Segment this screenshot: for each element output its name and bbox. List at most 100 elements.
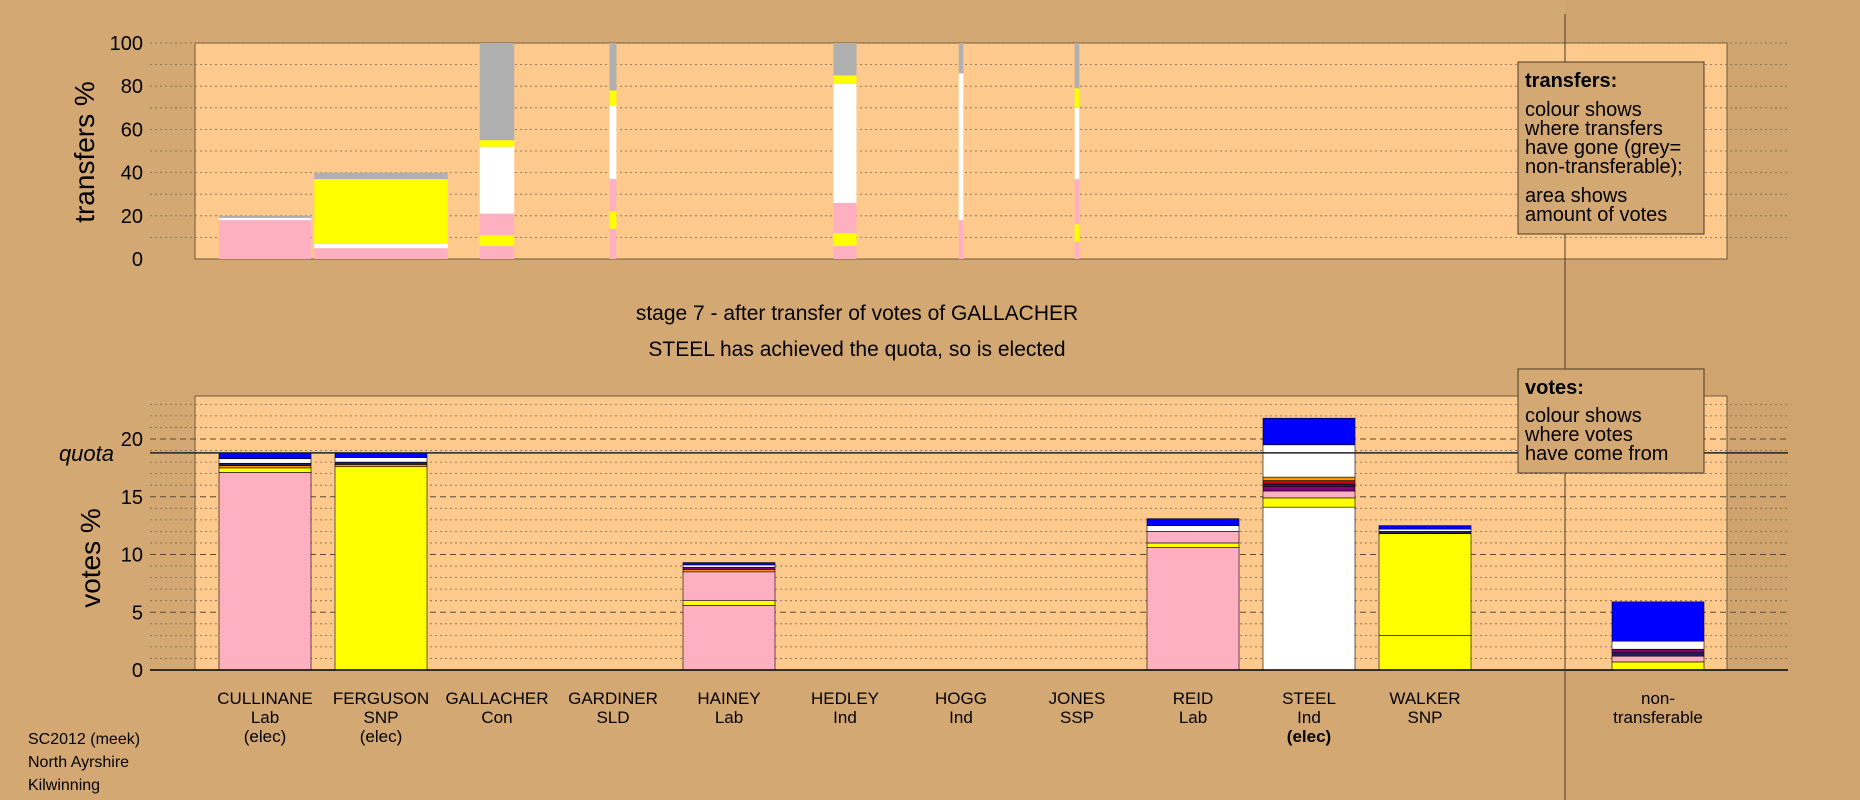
transfers-y-tick-label: 0 xyxy=(132,249,143,271)
vote-segment xyxy=(1611,661,1705,671)
transfer-segment xyxy=(219,215,311,218)
vote-segment xyxy=(1146,547,1240,671)
transfer-segment xyxy=(479,235,515,247)
transfer-segment xyxy=(1074,224,1080,242)
vote-segment xyxy=(682,566,776,570)
transfers-legend-line: amount of votes xyxy=(1525,204,1667,226)
elected-subtitle: STEEL has achieved the quota, so is elec… xyxy=(648,338,1065,361)
candidate-party: Ind xyxy=(833,708,857,727)
transfer-segment xyxy=(609,105,617,180)
vote-segment xyxy=(218,458,312,464)
candidate-party: Con xyxy=(481,708,512,727)
transfers-legend-line: colour shows xyxy=(1525,99,1642,121)
transfers-y-tick-label: 60 xyxy=(121,119,143,141)
transfers-y-ticks: 0 20 40 60 80 100 xyxy=(110,33,143,271)
candidate-party: SNP xyxy=(364,708,399,727)
transfer-segment xyxy=(609,179,617,212)
transfer-segment xyxy=(833,202,857,234)
quota-label: quota xyxy=(59,441,114,466)
candidate-party: transferable xyxy=(1613,708,1703,727)
footer-line-method: SC2012 (meek) xyxy=(28,731,140,748)
vote-segment xyxy=(1611,601,1705,642)
transfers-legend-line: have gone (grey= xyxy=(1525,137,1681,159)
candidate-status: (elec) xyxy=(244,727,287,746)
transfer-segment xyxy=(314,248,448,259)
votes-legend-box xyxy=(1517,368,1705,474)
transfer-segment xyxy=(1074,107,1080,180)
transfer-segment xyxy=(1074,88,1080,108)
candidate-labels: CULLINANELab(elec)FERGUSONSNP(elec)GALLA… xyxy=(217,689,1703,746)
transfers-y-tick-label: 20 xyxy=(121,206,143,228)
transfer-segment xyxy=(833,75,857,85)
votes-y-tick-label: 0 xyxy=(132,660,143,682)
vote-segment xyxy=(1262,417,1356,446)
vote-segment xyxy=(1262,483,1356,487)
transfer-segment xyxy=(609,211,617,229)
transfer-segment xyxy=(958,220,964,259)
candidate-name: JONES xyxy=(1049,689,1106,708)
votes-legend: votes: colour shows where votes have com… xyxy=(1517,368,1705,474)
candidate-party: SNP xyxy=(1408,708,1443,727)
vote-segment xyxy=(218,472,312,671)
transfers-legend-heading: transfers: xyxy=(1525,70,1617,92)
votes-y-tick-label: 20 xyxy=(121,429,143,451)
transfer-segment xyxy=(479,146,515,214)
footer-line-council: North Ayrshire xyxy=(28,754,129,771)
candidate-name: HEDLEY xyxy=(811,689,879,708)
candidate-party: Lab xyxy=(1179,708,1207,727)
vote-segment xyxy=(1146,531,1240,544)
votes-y-ticks: 0 5 10 15 20 xyxy=(121,429,143,682)
votes-legend-heading: votes: xyxy=(1525,377,1584,399)
footer-info: SC2012 (meek) North Ayrshire Kilwinning xyxy=(28,731,140,794)
transfers-y-tick-label: 40 xyxy=(121,163,143,185)
transfer-segment xyxy=(219,220,311,259)
candidate-name: FERGUSON xyxy=(333,689,429,708)
vote-segment xyxy=(218,467,312,473)
candidate-name: STEEL xyxy=(1282,689,1336,708)
votes-panel: 0 5 10 15 20 quota votes % xyxy=(59,395,1788,682)
transfer-segment xyxy=(609,43,617,91)
candidate-name: REID xyxy=(1173,689,1214,708)
candidate-label: non-transferable xyxy=(1613,689,1703,727)
transfer-segment xyxy=(314,243,448,249)
vote-segment xyxy=(1378,533,1472,636)
vote-segment xyxy=(1378,525,1472,530)
vote-segment xyxy=(682,564,776,568)
candidate-status: (elec) xyxy=(360,727,403,746)
votes-y-axis-title: votes % xyxy=(75,508,106,608)
vote-segment xyxy=(1262,497,1356,508)
transfers-y-tick-label: 100 xyxy=(110,33,143,55)
vote-segment xyxy=(1378,531,1472,535)
transfers-legend: transfers: colour shows where transfers … xyxy=(1517,61,1705,235)
transfer-segment xyxy=(1074,43,1080,89)
vote-segment xyxy=(334,457,428,463)
votes-legend-line: have come from xyxy=(1525,443,1668,465)
candidate-party: SLD xyxy=(596,708,629,727)
candidate-status: (elec) xyxy=(1287,727,1331,746)
vote-segment xyxy=(682,569,776,573)
transfer-segment xyxy=(314,172,448,180)
transfer-segment xyxy=(479,246,515,259)
vote-segment xyxy=(218,452,312,459)
votes-y-tick-label: 5 xyxy=(132,602,143,624)
transfer-segment xyxy=(609,228,617,259)
vote-segment xyxy=(334,464,428,468)
transfer-segment xyxy=(479,140,515,147)
transfers-bars xyxy=(219,43,1080,259)
transfer-segment xyxy=(1074,241,1080,259)
vote-segment xyxy=(1611,640,1705,650)
transfer-segment xyxy=(833,84,857,203)
votes-y-tick-label: 15 xyxy=(121,487,143,509)
vote-segment xyxy=(1146,542,1240,548)
transfer-segment xyxy=(833,246,857,259)
candidate-name: non- xyxy=(1641,689,1675,708)
transfer-segment xyxy=(609,90,617,106)
candidate-name: WALKER xyxy=(1389,689,1460,708)
